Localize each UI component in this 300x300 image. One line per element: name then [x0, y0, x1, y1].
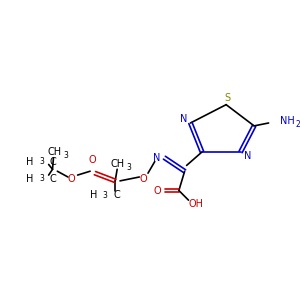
Text: N: N — [153, 153, 160, 163]
Text: C: C — [50, 157, 56, 166]
Text: N: N — [180, 114, 188, 124]
Text: 3: 3 — [64, 151, 68, 160]
Text: 3: 3 — [103, 191, 107, 200]
Text: S: S — [224, 93, 230, 103]
Text: 2: 2 — [296, 120, 300, 129]
Text: 3: 3 — [39, 157, 44, 166]
Text: H: H — [26, 174, 33, 184]
Text: CH: CH — [47, 147, 61, 157]
Text: H: H — [26, 157, 33, 166]
Text: O: O — [88, 154, 96, 165]
Text: O: O — [67, 174, 75, 184]
Text: H: H — [91, 190, 98, 200]
Text: NH: NH — [280, 116, 295, 126]
Text: N: N — [244, 151, 251, 161]
Text: C: C — [113, 190, 120, 200]
Text: O: O — [140, 174, 147, 184]
Text: 3: 3 — [39, 174, 44, 183]
Text: C: C — [50, 174, 56, 184]
Text: 3: 3 — [126, 163, 131, 172]
Text: CH: CH — [110, 158, 124, 169]
Text: O: O — [154, 185, 161, 196]
Text: OH: OH — [189, 199, 204, 209]
